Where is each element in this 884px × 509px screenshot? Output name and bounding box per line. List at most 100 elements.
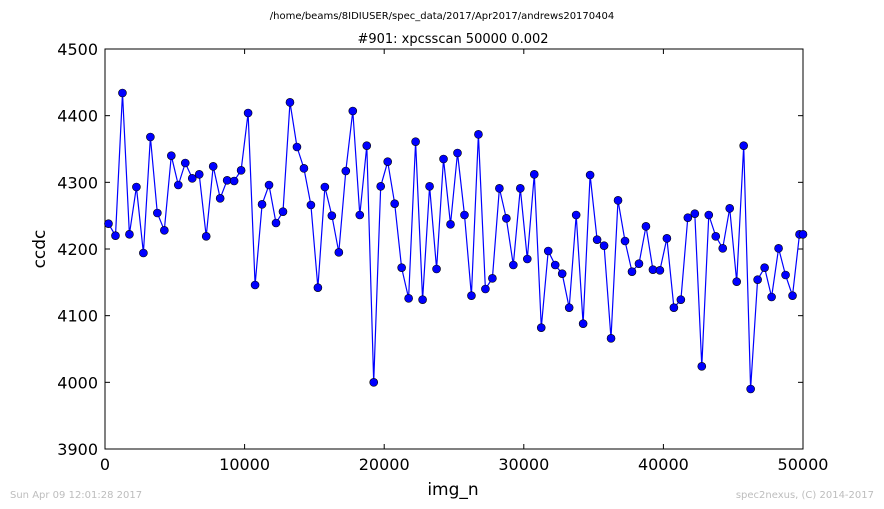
x-tick-label: 20000	[359, 455, 410, 474]
data-point	[683, 213, 693, 222]
y-tick-label: 4000	[57, 373, 98, 392]
data-point	[613, 196, 623, 205]
data-point	[634, 259, 644, 268]
series-line	[107, 92, 803, 390]
data-point	[439, 154, 448, 164]
data-point	[460, 210, 469, 220]
data-point	[564, 303, 574, 312]
data-point	[271, 218, 281, 228]
data-point	[383, 157, 392, 166]
data-point	[397, 263, 406, 272]
chart-title: #901: xpcsscan 50000 0.002	[357, 32, 548, 47]
data-point	[732, 277, 741, 286]
data-point	[704, 210, 714, 220]
data-point	[425, 182, 434, 191]
data-point	[543, 246, 553, 256]
data-point	[739, 141, 748, 150]
plot-frame	[104, 48, 804, 450]
x-tick-label: 40000	[638, 455, 689, 474]
data-point	[376, 182, 386, 191]
data-point	[180, 158, 190, 168]
data-point	[292, 142, 302, 152]
data-point	[488, 274, 497, 283]
footer-credit: spec2nexus, (C) 2014-2017	[736, 490, 874, 501]
footer-timestamp: Sun Apr 09 12:01:28 2017	[10, 490, 142, 501]
data-point	[278, 207, 288, 216]
data-point	[725, 204, 735, 213]
data-point	[557, 269, 567, 278]
y-tick-label: 4200	[57, 240, 98, 259]
x-axis-label: img_n	[427, 480, 478, 500]
data-point	[655, 266, 665, 275]
data-point	[746, 384, 755, 394]
y-tick-label: 4400	[57, 107, 98, 126]
data-point	[697, 362, 707, 371]
data-point	[348, 106, 358, 116]
x-tick-label: 10000	[219, 455, 270, 474]
data-point	[516, 184, 525, 193]
data-point	[529, 170, 539, 179]
chart-suptitle: /home/beams/8IDIUSER/spec_data/2017/Apr2…	[270, 11, 614, 22]
data-point	[418, 295, 427, 304]
data-point	[327, 211, 337, 220]
data-point	[781, 270, 790, 280]
data-point	[760, 263, 769, 272]
data-point	[578, 319, 588, 328]
data-point	[411, 137, 420, 146]
data-point	[669, 303, 679, 312]
plot-area: 0 10000 20000 30000 40000 50000 3900 4000 4100 42…	[57, 40, 828, 474]
data-point	[550, 260, 560, 270]
data-point	[467, 291, 476, 300]
data-point	[236, 166, 246, 175]
y-tick-label: 4300	[57, 173, 98, 192]
data-point	[446, 220, 455, 229]
data-point	[767, 292, 776, 302]
data-point	[599, 241, 609, 250]
data-point	[404, 294, 413, 303]
data-point	[676, 295, 686, 304]
data-point	[474, 130, 483, 139]
data-point	[320, 182, 330, 192]
data-point	[146, 132, 155, 142]
data-point	[250, 280, 260, 290]
data-point	[243, 108, 253, 118]
data-point	[313, 283, 323, 292]
data-point	[362, 141, 372, 150]
data-point	[125, 230, 134, 239]
data-point	[355, 210, 365, 220]
data-point	[432, 264, 441, 274]
data-point	[369, 378, 379, 387]
data-point	[509, 260, 518, 270]
x-tick-label: 50000	[778, 455, 829, 474]
data-point	[495, 184, 504, 193]
data-point	[208, 162, 218, 171]
data-point	[264, 180, 274, 190]
data-point	[453, 148, 462, 158]
data-point	[522, 254, 532, 264]
y-tick-label: 4500	[57, 40, 98, 59]
data-point	[299, 164, 309, 173]
x-tick-label: 30000	[498, 455, 549, 474]
data-point	[774, 244, 783, 253]
data-point	[502, 214, 511, 223]
data-point	[160, 226, 169, 235]
data-point	[194, 170, 204, 179]
data-point	[104, 219, 113, 228]
x-tick-label: 0	[100, 455, 110, 474]
data-point	[536, 323, 546, 332]
data-point	[798, 230, 808, 239]
data-point	[341, 166, 351, 176]
data-point	[390, 199, 399, 208]
data-point	[215, 194, 225, 203]
data-point	[571, 210, 581, 220]
data-point	[306, 200, 316, 210]
data-point	[620, 236, 630, 246]
data-point	[111, 231, 120, 240]
data-point	[662, 234, 672, 243]
data-point	[690, 209, 700, 218]
data-point	[606, 334, 616, 343]
data-point	[153, 208, 162, 218]
data-point	[139, 248, 148, 258]
data-point	[334, 248, 344, 257]
